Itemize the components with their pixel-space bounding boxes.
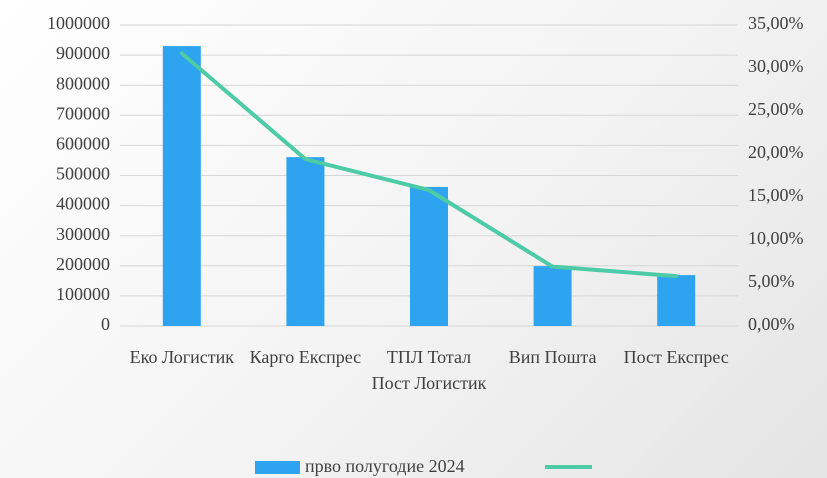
y2-tick-label: 10,00% xyxy=(748,228,804,248)
x-tick-label: Пост Експрес xyxy=(623,347,729,367)
y-tick-label: 700000 xyxy=(56,103,110,123)
y2-tick-label: 15,00% xyxy=(748,185,804,205)
y2-tick-label: 20,00% xyxy=(748,142,804,162)
y2-tick-label: 0,00% xyxy=(748,314,795,334)
x-tick-label: Вип Пошта xyxy=(508,347,597,367)
x-tick-label: Еко Логистик xyxy=(129,347,234,367)
legend-label: прво полугодие 2024 xyxy=(305,456,465,476)
y-tick-label: 800000 xyxy=(56,73,110,93)
y2-tick-label: 5,00% xyxy=(748,271,795,291)
y-tick-label: 600000 xyxy=(56,134,110,154)
y-tick-label: 400000 xyxy=(56,194,110,214)
y-tick-label: 1000000 xyxy=(47,13,110,33)
y-tick-label: 100000 xyxy=(56,284,110,304)
y2-tick-label: 25,00% xyxy=(748,99,804,119)
bar xyxy=(533,266,572,326)
line xyxy=(179,51,679,279)
legend-swatch xyxy=(255,461,300,474)
y2-tick-label: 30,00% xyxy=(748,56,804,76)
x-tick-label: ТПЛ Тотал Пост Логистик xyxy=(371,347,487,393)
bar xyxy=(286,157,325,326)
bar xyxy=(162,46,201,326)
bar xyxy=(410,186,448,326)
y-tick-label: 900000 xyxy=(56,43,110,63)
y-tick-label: 0 xyxy=(101,314,110,334)
y-tick-label: 200000 xyxy=(56,254,110,274)
y-tick-label: 500000 xyxy=(56,164,110,184)
x-tick-label: Карго Експрес xyxy=(249,347,362,367)
y2-tick-label: 35,00% xyxy=(748,13,804,33)
bar xyxy=(657,275,696,326)
y-tick-label: 300000 xyxy=(56,224,110,244)
